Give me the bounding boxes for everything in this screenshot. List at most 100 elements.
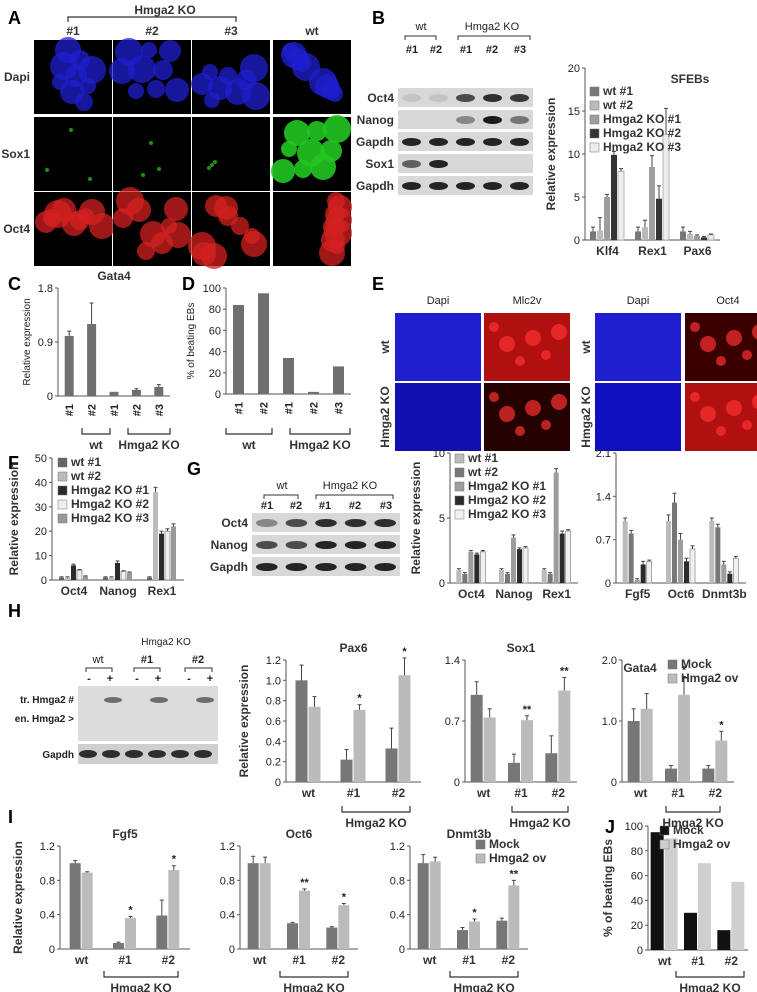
panel-e-row-label: Hmga2 KO <box>579 386 593 447</box>
bar-wt-1 <box>147 577 152 580</box>
bar-wt-2 <box>672 502 677 583</box>
legend-label: wt #1 <box>70 455 101 469</box>
bar-hmga2-ko-3 <box>646 560 653 584</box>
chart-title: Dnmt3b <box>447 827 492 841</box>
legend-swatch <box>589 100 600 111</box>
bar-mock <box>156 915 168 949</box>
cell-cluster <box>45 168 49 172</box>
bar-hmga2-ov <box>168 870 180 949</box>
blot-band <box>344 519 367 527</box>
y-tick-label: 0 <box>229 944 235 956</box>
x-tick-label: #1 <box>234 402 246 414</box>
x-tick-label: Rex1 <box>148 584 177 598</box>
blot-band <box>510 138 529 146</box>
panel-a-row-label: Dapi <box>4 70 30 84</box>
blot-band <box>255 519 278 527</box>
panel-letter-d: D <box>182 274 195 294</box>
blot-band <box>285 563 308 571</box>
cell-cluster <box>271 159 295 183</box>
y-axis-label: % of beating EBs <box>186 303 197 380</box>
legend-label: wt #2 <box>602 98 633 112</box>
bar-hmga2-ov <box>125 918 136 949</box>
significance-mark: * <box>719 719 724 731</box>
bar <box>131 390 141 396</box>
y-tick-label: 0.4 <box>266 736 281 748</box>
cell-cluster <box>115 38 143 66</box>
legend-label: Hmga2 KO #1 <box>468 479 546 493</box>
bar-mock <box>287 923 298 949</box>
blot-row-label: en. Hmga2 > <box>15 714 74 725</box>
x-tick-label: #2 <box>502 953 516 967</box>
blot-sign-label: - <box>87 673 91 685</box>
bar-hmga2-ov <box>664 838 678 950</box>
bar-mock <box>496 920 508 949</box>
blot-bracket <box>184 667 213 672</box>
bar-mock <box>326 927 338 949</box>
y-tick-label: 0.8 <box>390 875 405 887</box>
signal-spot <box>515 356 525 366</box>
bar-wt-1 <box>456 570 462 583</box>
bar-hmga2-ko-3 <box>707 234 715 241</box>
bar-wt-2 <box>153 492 158 580</box>
blot-sign-label: - <box>135 673 139 685</box>
cell-cluster <box>320 140 342 162</box>
signal-spot <box>716 356 726 366</box>
significance-mark: ** <box>510 868 519 880</box>
signal-spot <box>515 426 525 436</box>
y-tick-label: 0 <box>399 944 405 956</box>
group-label: Hmga2 KO <box>509 816 570 830</box>
chart-title: Gata4 <box>623 661 657 675</box>
significance-mark: * <box>682 664 687 676</box>
blot-row-label: Gapdh <box>42 750 74 761</box>
blot-band <box>374 519 397 527</box>
bar <box>109 391 119 396</box>
blot-band <box>315 519 337 527</box>
bar-mock <box>295 680 308 782</box>
legend-label: Hmga2 KO #2 <box>468 493 546 507</box>
blot-row-label: Oct4 <box>221 516 248 530</box>
bar-mock <box>665 768 677 782</box>
blot-bracket <box>457 35 531 40</box>
bar-hmga2-ov <box>299 890 310 949</box>
significance-mark: * <box>128 904 133 916</box>
x-tick-label: #1 <box>109 404 121 416</box>
blot-band <box>285 519 308 527</box>
bar-wt-2 <box>109 577 114 580</box>
x-tick-label: Pax6 <box>683 244 711 258</box>
y-tick-label: 15 <box>568 106 580 118</box>
blot-sign-label: + <box>155 673 161 685</box>
legend-label: wt #1 <box>602 84 633 98</box>
signal-spot <box>752 394 757 410</box>
legend-swatch <box>57 471 68 482</box>
y-tick-label: 80 <box>631 846 643 858</box>
legend-label: wt #2 <box>467 465 498 479</box>
legend-label: wt #1 <box>467 451 498 465</box>
blot-bracket <box>404 35 437 40</box>
bar-hmga2-ko-2 <box>701 237 707 240</box>
x-tick-label: #1 <box>514 786 528 800</box>
blot-band <box>402 160 421 168</box>
cell-cluster <box>128 83 144 99</box>
significance-mark: * <box>172 854 177 866</box>
bar-hmga2-ov <box>508 885 520 949</box>
x-tick-label: wt <box>301 786 315 800</box>
blot-wt-label: wt <box>92 654 104 666</box>
significance-mark: ** <box>300 877 309 889</box>
x-tick-label: #2 <box>725 954 739 968</box>
blot-sign-label: + <box>107 673 113 685</box>
blot-row-label: Sox1 <box>365 157 394 171</box>
panel-e-col-label: Dapi <box>427 295 450 307</box>
bar-hmga2-ko-3 <box>479 551 486 584</box>
blot-band <box>456 182 475 190</box>
y-tick-label: 30 <box>35 502 47 514</box>
legend-label: Hmga2 ov <box>681 671 739 685</box>
blot-bracket <box>315 494 394 499</box>
bar-hmga2-ko-2 <box>474 554 480 583</box>
blot-band <box>374 563 397 571</box>
bar-hmga2-ko-3 <box>127 572 132 580</box>
legend-swatch <box>454 509 465 520</box>
blot-lane-label: #1 <box>460 44 472 56</box>
y-tick-label: 1.4 <box>445 655 460 667</box>
blot-band <box>285 541 308 549</box>
micrograph-tile <box>34 117 112 191</box>
